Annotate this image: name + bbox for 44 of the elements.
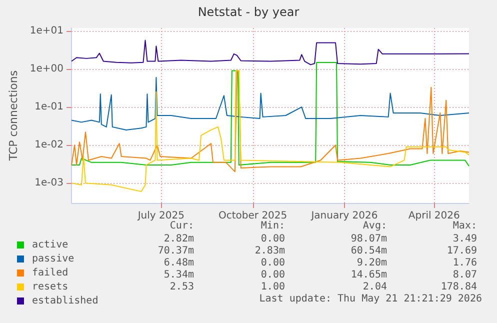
text: Cur: <box>170 220 194 232</box>
text: 2.83m <box>254 246 285 256</box>
text: 2.53 <box>170 282 194 292</box>
text: 60.54m <box>350 246 387 256</box>
legend-label: resets <box>32 282 68 292</box>
legend-label: active <box>32 240 68 250</box>
text: Avg: <box>362 220 387 232</box>
text: 178.84 <box>440 282 477 292</box>
x-tick-label: July 2025 <box>136 210 184 222</box>
text: 0.00 <box>260 258 285 268</box>
text: 2.82m <box>164 234 194 244</box>
text: Min: <box>260 220 285 232</box>
text: 8.07 <box>452 270 477 280</box>
text: Last update: Thu May 21 21:21:29 2026 <box>259 294 482 304</box>
legend-label: passive <box>32 254 74 264</box>
y-tick-label: 1e+00 <box>30 64 64 75</box>
x-tick-label: October 2025 <box>218 210 288 222</box>
y-tick-label: 1e-03 <box>34 178 64 189</box>
text: 98.07m <box>350 234 387 244</box>
x-tick-label: January 2026 <box>310 210 378 222</box>
x-tick-label: April 2026 <box>408 210 460 222</box>
text: Max: <box>452 220 477 232</box>
text: 0.00 <box>260 270 285 280</box>
chart-title: Netstat - by year <box>198 5 300 19</box>
text: 70.37m <box>158 246 194 256</box>
y-axis-title: TCP connections <box>7 70 20 162</box>
line-series <box>71 76 470 130</box>
line-series <box>71 40 470 66</box>
text: 17.69 <box>446 246 477 256</box>
text: 9.20m <box>356 258 387 268</box>
y-tick-label: 1e-02 <box>34 140 64 151</box>
text: 14.65m <box>350 270 387 280</box>
legend-label: established <box>32 296 98 306</box>
legend-label: failed <box>32 268 68 278</box>
text: 1.00 <box>260 282 285 292</box>
line-series <box>71 70 470 192</box>
y-tick-label: 1e-01 <box>34 102 64 113</box>
text: 3.49 <box>452 234 477 244</box>
text: 5.34m <box>164 270 194 280</box>
y-tick-label: 1e+01 <box>30 26 64 37</box>
text: 0.00 <box>260 234 285 244</box>
text: 6.48m <box>164 258 194 268</box>
text: 2.04 <box>362 282 387 292</box>
text: 1.76 <box>452 258 477 268</box>
